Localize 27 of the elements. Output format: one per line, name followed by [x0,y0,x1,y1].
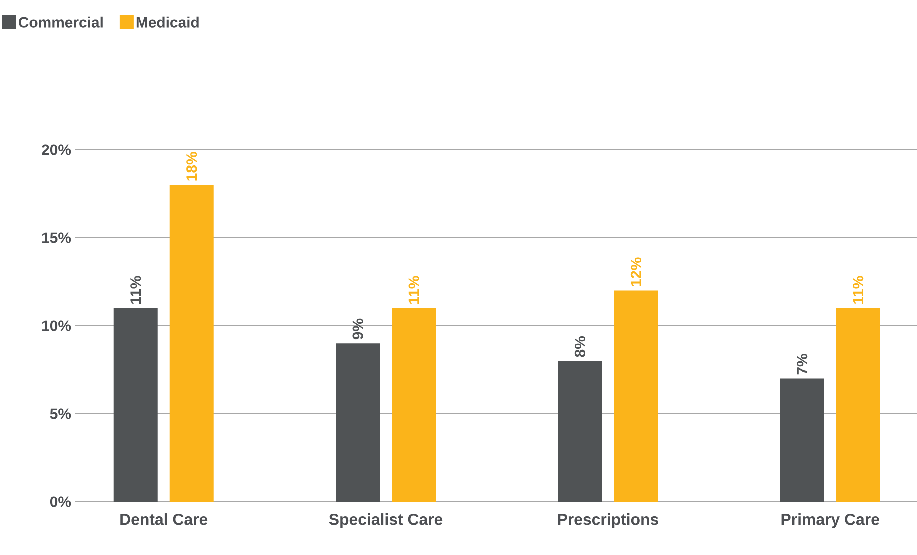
y-tick-label: 5% [50,408,72,420]
x-tick-label: Primary Care [782,514,880,528]
x-tick-label: Prescriptions [558,514,658,528]
y-tick-label: 0% [50,496,72,508]
data-label: 11% [408,276,420,304]
legend-label: Commercial [19,16,103,28]
data-label: 12% [630,258,642,286]
data-label: 11% [853,276,864,304]
y-tick-label: 10% [42,320,72,332]
data-label: 18% [186,152,198,181]
bar [170,185,214,502]
bar [780,378,824,502]
bar [392,308,436,502]
data-label: 11% [130,276,142,304]
bar [836,308,880,502]
data-label: 8% [574,336,586,358]
data-label: 9% [352,318,364,340]
x-tick-label: Specialist Care [329,514,443,528]
y-tick-label: 15% [42,232,72,244]
bar [336,344,380,502]
bar [114,308,158,502]
legend-label: Medicaid [136,16,199,28]
y-tick-label: 20% [42,144,72,156]
bar [558,361,602,502]
x-tick-label: Dental Care [120,514,208,526]
data-label: 7% [797,354,808,375]
bar [614,290,658,502]
